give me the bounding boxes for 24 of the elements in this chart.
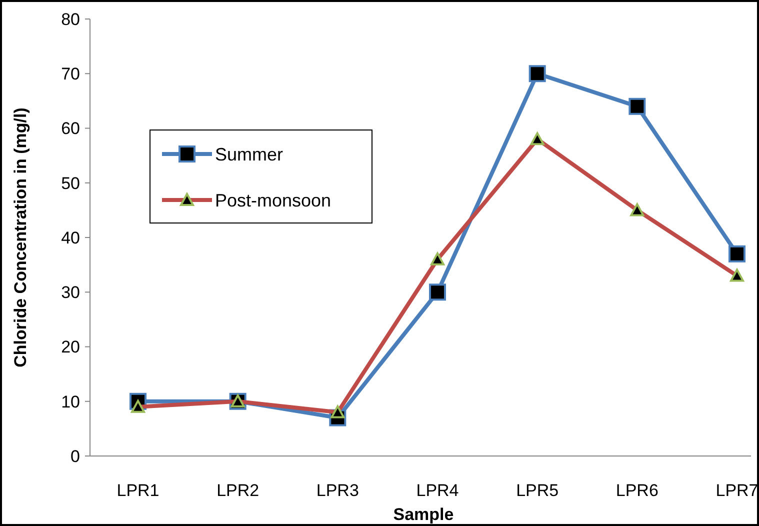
point [429,284,446,301]
point [528,65,546,82]
x-axis-title: Sample [393,505,454,524]
x-tick-label: LPR6 [616,481,658,500]
x-tick-label: LPR3 [316,481,359,500]
legend-label: Post-monsoon [215,190,332,210]
point [728,245,746,262]
y-tick-label: 30 [61,283,80,302]
y-tick-label: 80 [61,10,80,29]
y-tick-label: 70 [61,64,80,84]
y-tick-label: 60 [61,119,80,138]
x-tick-label: LPR5 [516,481,559,500]
y-tick-label: 20 [61,338,80,357]
point [628,98,646,115]
x-tick-label: LPR1 [116,481,160,500]
y-tick-label: 40 [61,228,80,248]
x-tick-label: LPR4 [416,481,459,500]
y-tick-label: 10 [61,392,80,412]
x-tick-label: LPR7 [716,481,758,500]
y-tick-label: 50 [61,174,80,193]
y-tick-label: 0 [70,446,80,466]
x-tick-label: LPR2 [216,481,260,500]
legend-label: Summer [215,144,284,164]
y-axis-title: Chloride Concentration in (mg/l) [11,108,30,368]
